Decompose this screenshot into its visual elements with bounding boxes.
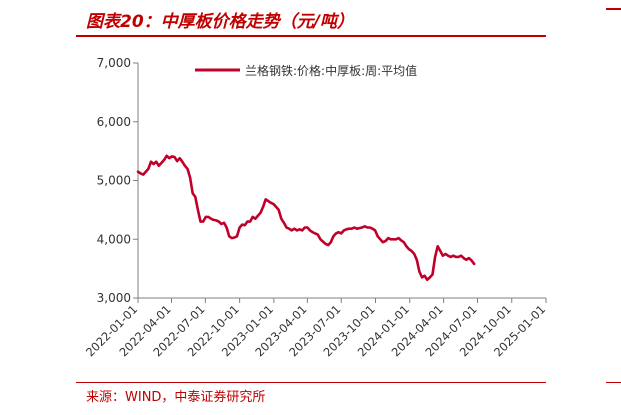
source-note: 来源：WIND，中泰证券研究所 <box>86 390 266 405</box>
y-tick-label: 3,000 <box>97 291 131 305</box>
line-chart: 3,000 4,000 5,000 6,000 7,000 2022-01-012022… <box>83 56 548 359</box>
title-divider <box>76 35 546 37</box>
y-axis: 3,000 4,000 5,000 6,000 7,000 <box>97 56 139 305</box>
y-tick-label: 7,000 <box>97 56 131 70</box>
footer-divider-right <box>606 382 621 383</box>
y-tick-label: 4,000 <box>97 232 131 246</box>
x-axis: 2022-01-012022-04-012022-07-012022-10-01… <box>83 297 548 359</box>
title-divider-right <box>606 8 621 10</box>
legend: 兰格钢铁:价格:中厚板:周:平均值 <box>195 63 417 78</box>
figure-title: 图表20：中厚板价格走势（元/吨） <box>86 12 354 32</box>
series-line <box>136 154 476 282</box>
footer-divider <box>76 382 546 383</box>
series-layer <box>136 154 476 282</box>
y-tick-label: 5,000 <box>97 174 131 188</box>
legend-label: 兰格钢铁:价格:中厚板:周:平均值 <box>245 63 417 78</box>
y-tick-label: 6,000 <box>97 115 131 129</box>
